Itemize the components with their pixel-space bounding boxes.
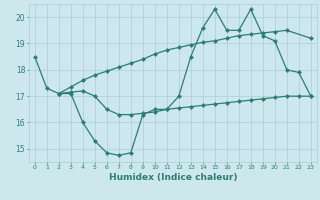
X-axis label: Humidex (Indice chaleur): Humidex (Indice chaleur) [108, 173, 237, 182]
